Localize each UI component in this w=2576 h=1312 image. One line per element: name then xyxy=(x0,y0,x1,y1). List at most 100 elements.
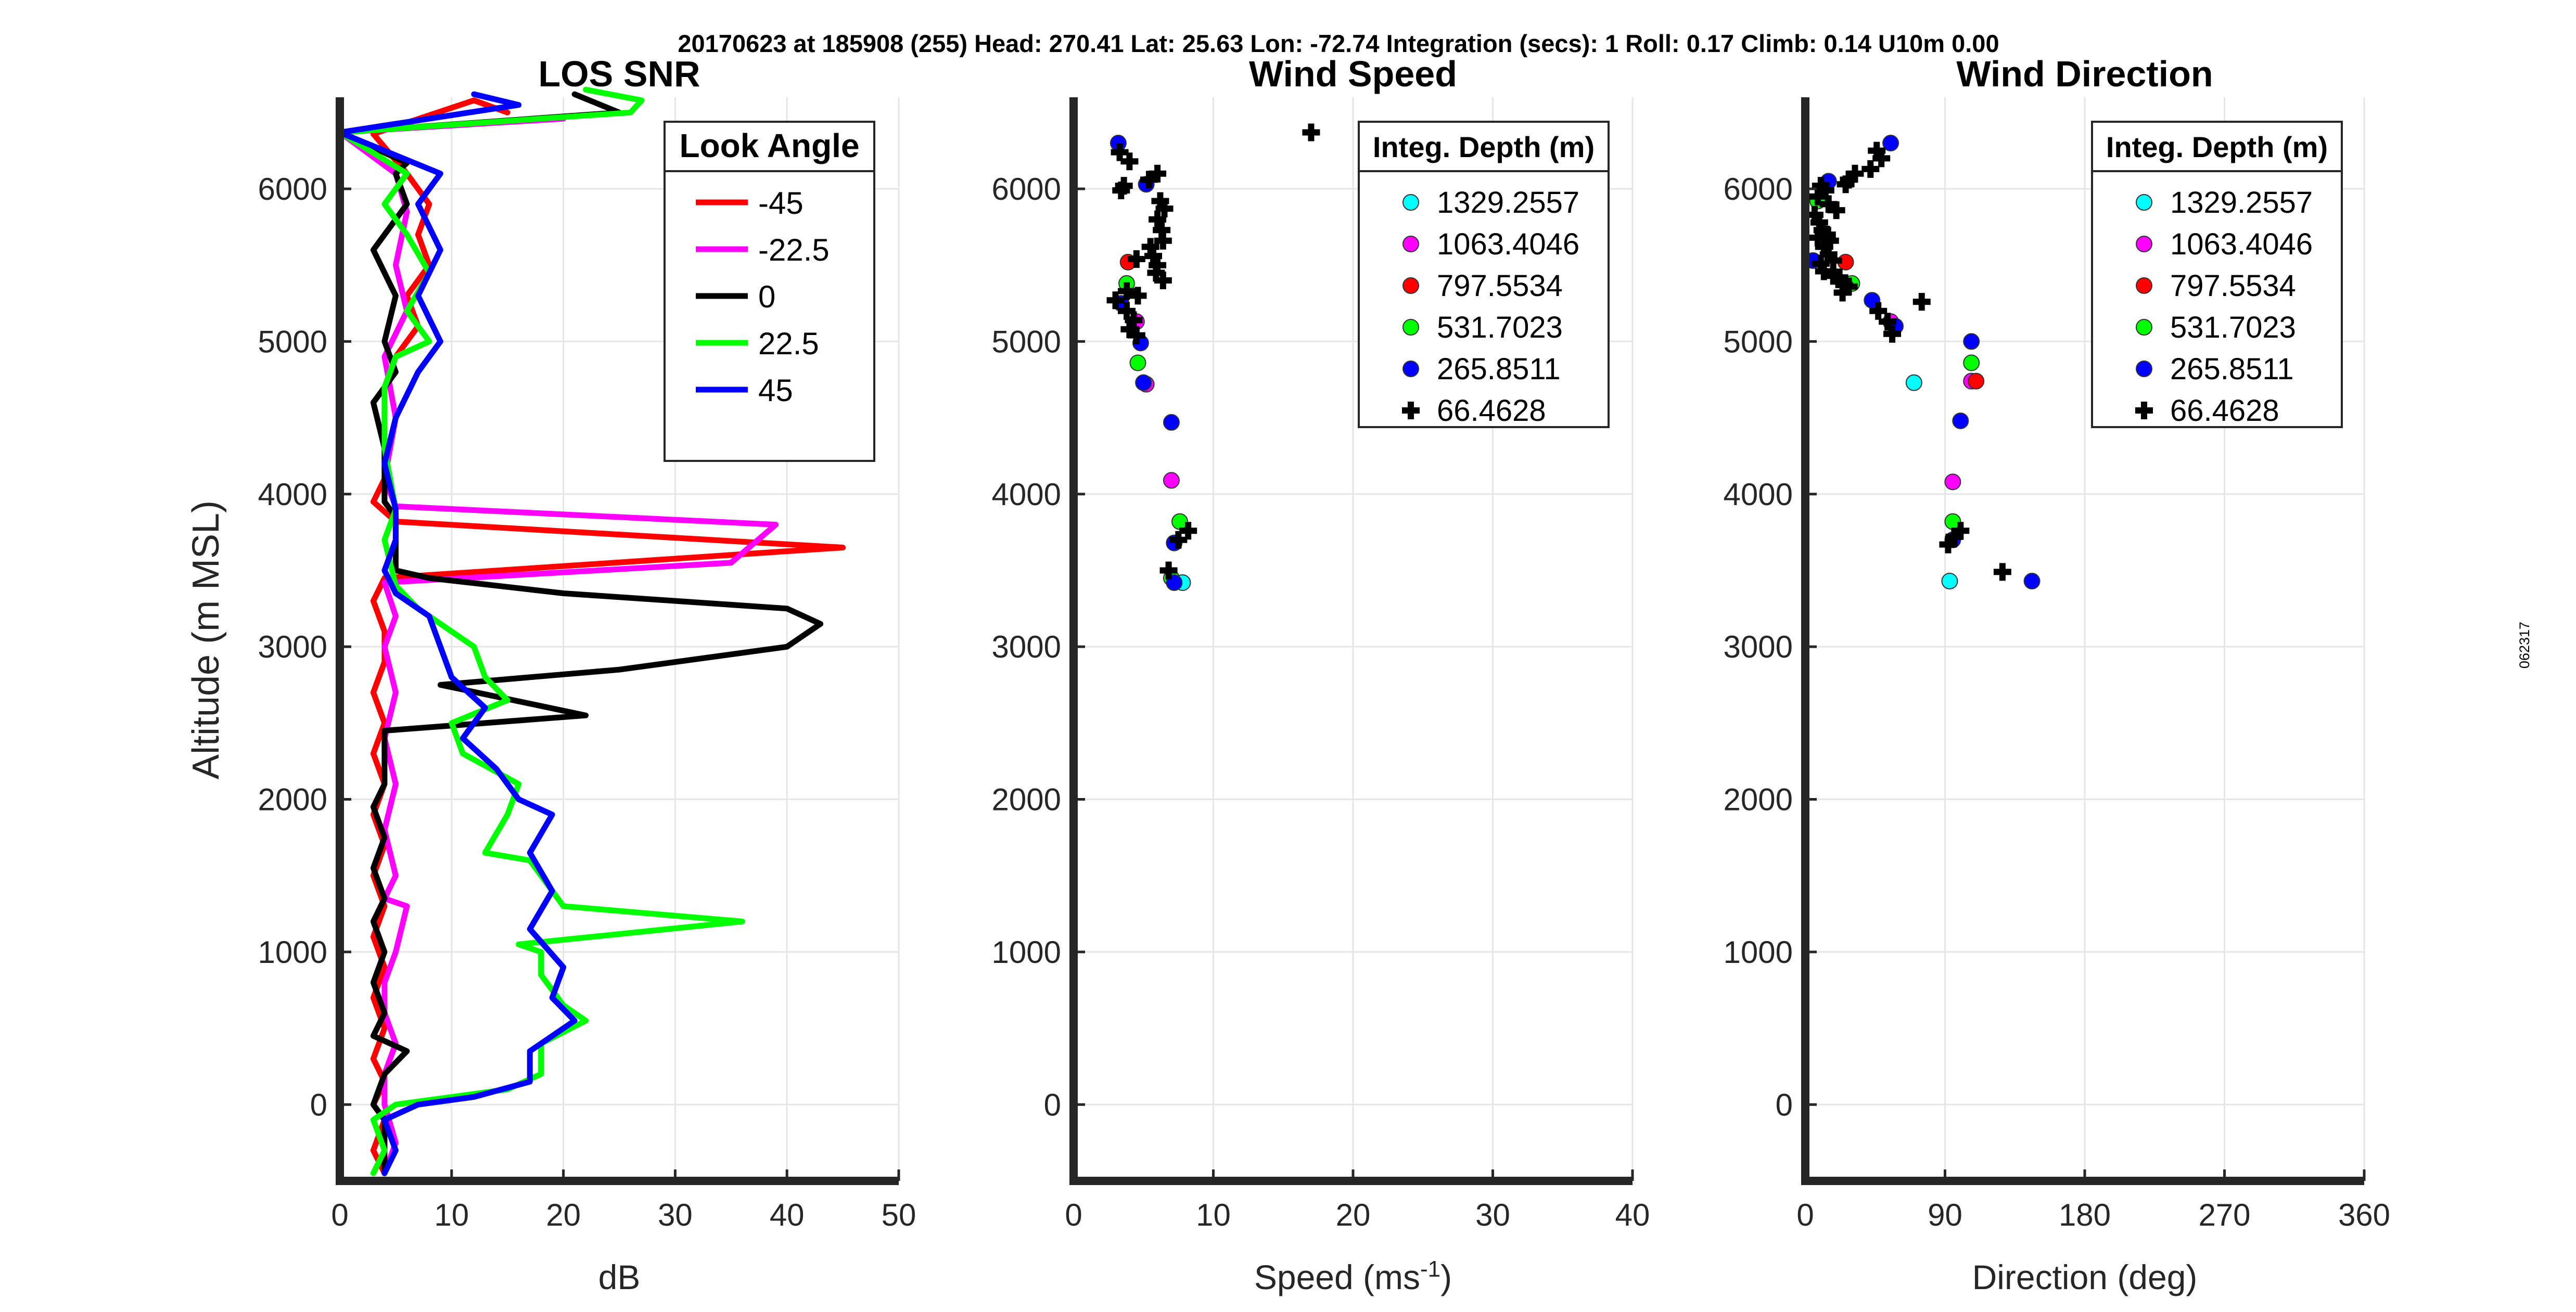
data-point-265.8511 xyxy=(1952,412,1969,429)
data-point-265.8511 xyxy=(1963,333,1980,350)
figure-header: 20170623 at 185908 (255) Head: 270.41 La… xyxy=(678,30,1999,57)
x-tick-label: 50 xyxy=(882,1198,916,1232)
chart-panel-3: 0 90 180 270 360 0 1000 2000 3000 4000 5000 6000 Win… xyxy=(1724,54,2391,1296)
y-tick-label: 1000 xyxy=(258,935,327,970)
data-point-66.4628 xyxy=(1120,152,1139,171)
y-tick-label: 5000 xyxy=(258,324,327,359)
x-axis-label-superscript: -1 xyxy=(1420,1256,1440,1282)
data-point-66.4628 xyxy=(1154,272,1172,290)
data-point-66.4628 xyxy=(1869,302,1888,320)
x-tick-label: 10 xyxy=(434,1198,469,1232)
x-tick-label: 0 xyxy=(331,1198,348,1232)
legend-title: Integ. Depth (m) xyxy=(2106,131,2328,163)
data-point-797.5534 xyxy=(1968,372,1985,390)
y-axis-label: Altitude (m MSL) xyxy=(185,500,227,779)
data-point-66.4628 xyxy=(1112,181,1130,199)
legend-box xyxy=(2091,121,2343,428)
legend-label: 45 xyxy=(758,373,793,408)
x-tick-label: 30 xyxy=(658,1198,693,1232)
data-point-66.4628 xyxy=(1879,313,1897,331)
legend-swatch-531.7023 xyxy=(1402,319,1419,336)
legend-title: Look Angle xyxy=(679,127,859,164)
y-tick-label: 1000 xyxy=(1724,935,1793,970)
series-line-0 xyxy=(337,91,824,1176)
legend-swatch-265.8511 xyxy=(1402,361,1419,377)
y-tick-label: 4000 xyxy=(992,477,1061,512)
y-tick-label: 3000 xyxy=(992,629,1061,664)
legend-swatch-66.4628 xyxy=(2135,402,2153,419)
y-tick-label: 4000 xyxy=(1724,477,1793,512)
legend: Integ. Depth (m) 1329.2557 1063.4046 797.55… xyxy=(1358,121,1610,428)
legend-swatch-531.7023 xyxy=(2136,319,2152,336)
y-tick-label: 3000 xyxy=(1724,629,1793,664)
series-line-45 xyxy=(337,91,578,1176)
x-tick-label: 360 xyxy=(2338,1198,2390,1232)
legend-swatch-1063.4046 xyxy=(2136,236,2152,252)
legend-label: 1063.4046 xyxy=(2170,227,2313,261)
data-point-1063.4046 xyxy=(1163,472,1180,489)
legend-label: 66.4628 xyxy=(2170,394,2279,428)
chart-panel-1: 0 10 20 30 40 50 0 1000 2000 3000 4000 5000 6000 LOS … xyxy=(185,54,916,1296)
data-point-66.4628 xyxy=(1883,325,1902,343)
legend-swatch-1329.2557 xyxy=(2136,194,2152,211)
data-point-66.4628 xyxy=(1815,262,1833,280)
chart-panel-2: 0 10 20 30 40 0 1000 2000 3000 4000 5000 6000 Wind S… xyxy=(992,54,1650,1296)
legend-label: 0 xyxy=(758,279,775,314)
data-point-66.4628 xyxy=(1179,522,1197,540)
legend-swatch-797.5534 xyxy=(2136,277,2152,294)
data-point-265.8511 xyxy=(2023,573,2041,590)
x-tick-label: 90 xyxy=(1928,1198,1962,1232)
data-point-265.8511 xyxy=(1163,414,1180,431)
legend: Look Angle -45 -22.5 0 22.5 45 xyxy=(664,121,875,462)
grid-lines xyxy=(1804,97,2365,1181)
data-point-66.4628 xyxy=(1118,302,1136,320)
y-tick-label: 6000 xyxy=(992,172,1061,207)
legend-box xyxy=(664,121,875,462)
data-point-1329.2557 xyxy=(1905,374,1922,391)
x-tick-label: 0 xyxy=(1065,1198,1082,1232)
legend-title: Integ. Depth (m) xyxy=(1373,131,1595,163)
series-line--22.5 xyxy=(337,115,779,1176)
data-point-66.4628 xyxy=(1861,160,1880,178)
data-point-66.4628 xyxy=(1808,187,1827,205)
data-point-66.4628 xyxy=(1912,293,1931,311)
chart-title: LOS SNR xyxy=(538,54,700,94)
legend-label: -22.5 xyxy=(758,233,830,267)
data-point-265.8511 xyxy=(1135,374,1152,391)
data-point-531.7023 xyxy=(1129,354,1146,371)
data-point-66.4628 xyxy=(1302,123,1320,142)
legend-label: 531.7023 xyxy=(1437,311,1563,344)
legend-swatch-1063.4046 xyxy=(1402,236,1419,252)
data-point-66.4628 xyxy=(1149,164,1167,183)
x-tick-label: 10 xyxy=(1196,1198,1231,1232)
data-point-265.8511 xyxy=(1882,135,1899,152)
x-tick-label: 40 xyxy=(1615,1198,1650,1232)
y-tick-label: 2000 xyxy=(992,782,1061,817)
data-point-66.4628 xyxy=(1840,277,1858,295)
y-tick-label: 1000 xyxy=(992,935,1061,970)
x-tick-label: 20 xyxy=(546,1198,581,1232)
x-tick-label: 270 xyxy=(2198,1198,2250,1232)
y-tick-label: 6000 xyxy=(1724,172,1793,207)
panels: 0 10 20 30 40 500100020003000400050006000LOS … xyxy=(185,54,2390,1296)
series-group xyxy=(1106,123,1320,591)
legend-label: 1329.2557 xyxy=(2170,186,2313,220)
x-axis-label-end: ) xyxy=(1440,1258,1452,1296)
data-point-66.4628 xyxy=(1129,287,1147,305)
legend-swatch-1329.2557 xyxy=(1402,194,1419,211)
y-tick-label: 5000 xyxy=(992,324,1061,359)
chart-title: Wind Speed xyxy=(1249,54,1457,94)
y-tick-label: 0 xyxy=(310,1087,327,1122)
data-point-66.4628 xyxy=(1125,311,1143,329)
x-tick-label: 20 xyxy=(1336,1198,1371,1232)
legend-label: 66.4628 xyxy=(1437,394,1546,428)
x-tick-label: 40 xyxy=(770,1198,805,1232)
legend-label: 797.5534 xyxy=(2170,269,2296,303)
y-tick-label: 6000 xyxy=(258,172,327,207)
legend-swatch-66.4628 xyxy=(1402,402,1420,419)
data-point-66.4628 xyxy=(1837,175,1855,194)
x-axis-label: Direction (deg) xyxy=(1972,1258,2198,1296)
y-tick-label: 0 xyxy=(1776,1087,1793,1122)
data-point-66.4628 xyxy=(1939,535,1957,554)
